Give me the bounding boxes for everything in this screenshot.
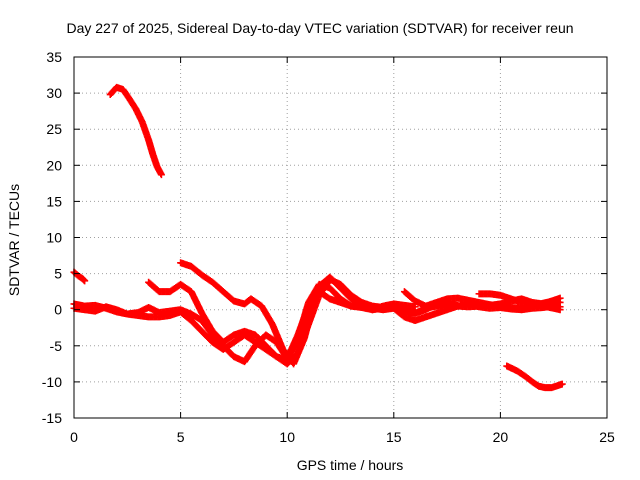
axis-ticks: 0 5 10 15 20 25 -15 -10 -5 0 5 10 15 20 25 30 35 [42,49,615,445]
data-point [556,306,564,314]
x-tick-label: 20 [493,429,509,445]
y-tick-label: 0 [54,302,62,318]
y-tick-label: 15 [46,193,62,209]
y-tick-label: 35 [46,49,62,65]
y-tick-label: 30 [46,85,62,101]
y-tick-label: 25 [46,121,62,137]
series-arc-low [503,362,566,392]
x-tick-label: 25 [599,429,615,445]
data-point [558,380,566,388]
y-tick-label: 20 [46,157,62,173]
data-point [81,277,89,285]
y-tick-label: -5 [50,338,63,354]
x-tick-label: 0 [70,429,78,445]
plot-frame [73,56,608,419]
data-point [556,298,564,306]
series-arc-late-1 [400,288,564,312]
series-arc-early [70,268,89,285]
x-tick-label: 15 [386,429,402,445]
data-points [70,83,566,392]
x-tick-label: 10 [279,429,295,445]
grid [74,57,607,418]
y-tick-label: 5 [54,266,62,282]
y-tick-label: 10 [46,230,62,246]
x-axis-label: GPS time / hours [296,457,404,473]
series-arc-mid-4 [70,288,419,366]
series-arc-mid-1 [177,259,564,368]
chart-title: Day 227 of 2025, Sidereal Day-to-day VTE… [66,20,574,36]
y-tick-label: -10 [42,374,62,390]
series-arc-late-2 [475,290,564,314]
data-point [157,171,165,179]
x-tick-label: 5 [177,429,185,445]
series-arc-high [106,83,165,179]
y-tick-label: -15 [42,410,62,426]
